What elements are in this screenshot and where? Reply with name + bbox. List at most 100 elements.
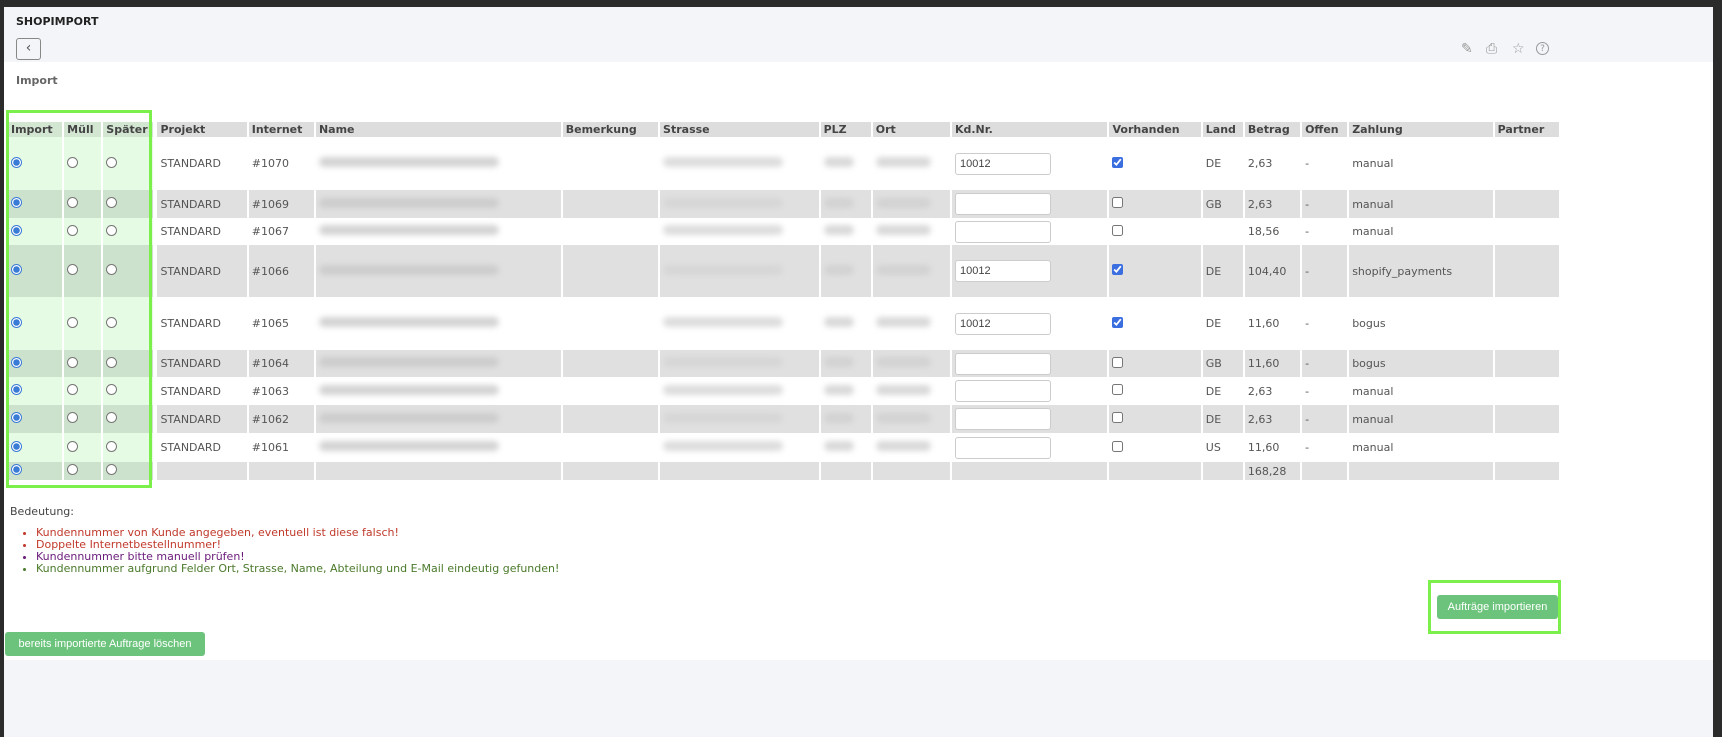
- trash-radio[interactable]: [67, 156, 79, 168]
- trash-radio[interactable]: [67, 464, 79, 475]
- later-radio[interactable]: [106, 197, 118, 208]
- import-cell[interactable]: [8, 190, 65, 218]
- customer-number-input[interactable]: [954, 352, 1051, 375]
- trash-cell[interactable]: [63, 137, 104, 190]
- exists-checkbox[interactable]: [1112, 316, 1124, 328]
- customer-number-input[interactable]: [954, 193, 1051, 215]
- vorhanden-cell[interactable]: [1108, 297, 1203, 350]
- trash-radio[interactable]: [67, 384, 79, 395]
- vorhanden-cell[interactable]: [1108, 433, 1203, 462]
- trash-cell[interactable]: [63, 190, 104, 218]
- customer-number-input[interactable]: [954, 152, 1051, 175]
- later-radio[interactable]: [106, 156, 118, 168]
- vorhanden-cell[interactable]: [1108, 245, 1203, 297]
- trash-radio[interactable]: [67, 316, 79, 328]
- later-radio[interactable]: [106, 384, 118, 395]
- customer-number-input[interactable]: [954, 260, 1051, 282]
- star-icon[interactable]: ☆: [1512, 41, 1525, 57]
- customer-number-input[interactable]: [954, 220, 1051, 243]
- kdnr-cell[interactable]: [950, 245, 1110, 297]
- later-cell[interactable]: [102, 405, 157, 433]
- later-radio[interactable]: [106, 316, 118, 328]
- later-radio[interactable]: [106, 464, 118, 475]
- later-radio[interactable]: [106, 440, 118, 452]
- import-radio[interactable]: [11, 384, 22, 395]
- trash-cell[interactable]: [63, 297, 104, 350]
- vorhanden-cell[interactable]: [1108, 350, 1203, 377]
- import-radio[interactable]: [11, 464, 22, 475]
- import-radio[interactable]: [11, 264, 22, 275]
- kdnr-cell[interactable]: [950, 433, 1110, 462]
- import-radio[interactable]: [11, 156, 22, 168]
- import-orders-button[interactable]: Aufträge importieren: [1437, 595, 1558, 619]
- trash-cell[interactable]: [63, 405, 104, 433]
- delete-imported-orders-button[interactable]: bereits importierte Auftrage löschen: [5, 632, 205, 656]
- import-cell[interactable]: [8, 377, 65, 405]
- import-radio[interactable]: [11, 197, 22, 208]
- later-cell[interactable]: [102, 245, 157, 297]
- kdnr-cell[interactable]: [950, 377, 1110, 405]
- customer-number-input[interactable]: [954, 380, 1051, 402]
- kdnr-cell[interactable]: [950, 350, 1110, 377]
- back-button[interactable]: ‹: [16, 38, 41, 60]
- exists-checkbox[interactable]: [1112, 156, 1124, 168]
- import-cell[interactable]: [8, 405, 65, 433]
- trash-radio[interactable]: [67, 412, 79, 423]
- later-radio[interactable]: [106, 356, 118, 368]
- trash-cell[interactable]: [63, 433, 104, 462]
- total-cell[interactable]: [8, 462, 65, 480]
- later-cell[interactable]: [102, 377, 157, 405]
- exists-checkbox[interactable]: [1112, 264, 1124, 275]
- help-icon[interactable]: ?: [1536, 42, 1549, 55]
- trash-cell[interactable]: [63, 377, 104, 405]
- exists-checkbox[interactable]: [1112, 440, 1124, 452]
- total-cell[interactable]: [63, 462, 104, 480]
- vorhanden-cell[interactable]: [1108, 405, 1203, 433]
- total-cell[interactable]: [102, 462, 157, 480]
- import-radio[interactable]: [11, 440, 22, 452]
- kdnr-cell[interactable]: [950, 137, 1110, 190]
- trash-radio[interactable]: [67, 197, 79, 208]
- import-radio[interactable]: [11, 316, 22, 328]
- kdnr-cell[interactable]: [950, 218, 1110, 245]
- import-cell[interactable]: [8, 297, 65, 350]
- trash-radio[interactable]: [67, 440, 79, 452]
- later-cell[interactable]: [102, 433, 157, 462]
- later-cell[interactable]: [102, 350, 157, 377]
- customer-number-input[interactable]: [954, 312, 1051, 335]
- import-radio[interactable]: [11, 224, 22, 236]
- import-radio[interactable]: [11, 412, 22, 423]
- trash-radio[interactable]: [67, 224, 79, 236]
- vorhanden-cell[interactable]: [1108, 377, 1203, 405]
- later-radio[interactable]: [106, 224, 118, 236]
- trash-radio[interactable]: [67, 264, 79, 275]
- pencil-icon[interactable]: ✎: [1461, 41, 1473, 57]
- trash-cell[interactable]: [63, 245, 104, 297]
- kdnr-cell[interactable]: [950, 190, 1110, 218]
- import-cell[interactable]: [8, 245, 65, 297]
- later-cell[interactable]: [102, 297, 157, 350]
- customer-number-input[interactable]: [954, 408, 1051, 430]
- exists-checkbox[interactable]: [1112, 384, 1124, 395]
- exists-checkbox[interactable]: [1112, 224, 1124, 236]
- vorhanden-cell[interactable]: [1108, 190, 1203, 218]
- printer-icon[interactable]: ⎙: [1486, 41, 1498, 57]
- exists-checkbox[interactable]: [1112, 356, 1124, 368]
- import-cell[interactable]: [8, 433, 65, 462]
- later-cell[interactable]: [102, 218, 157, 245]
- import-radio[interactable]: [11, 356, 22, 368]
- vorhanden-cell[interactable]: [1108, 137, 1203, 190]
- import-cell[interactable]: [8, 218, 65, 245]
- later-cell[interactable]: [102, 190, 157, 218]
- import-cell[interactable]: [8, 137, 65, 190]
- trash-cell[interactable]: [63, 218, 104, 245]
- customer-number-input[interactable]: [954, 436, 1051, 459]
- later-radio[interactable]: [106, 264, 118, 275]
- import-cell[interactable]: [8, 350, 65, 377]
- exists-checkbox[interactable]: [1112, 412, 1124, 423]
- kdnr-cell[interactable]: [950, 405, 1110, 433]
- trash-cell[interactable]: [63, 350, 104, 377]
- later-radio[interactable]: [106, 412, 118, 423]
- vorhanden-cell[interactable]: [1108, 218, 1203, 245]
- exists-checkbox[interactable]: [1112, 197, 1124, 208]
